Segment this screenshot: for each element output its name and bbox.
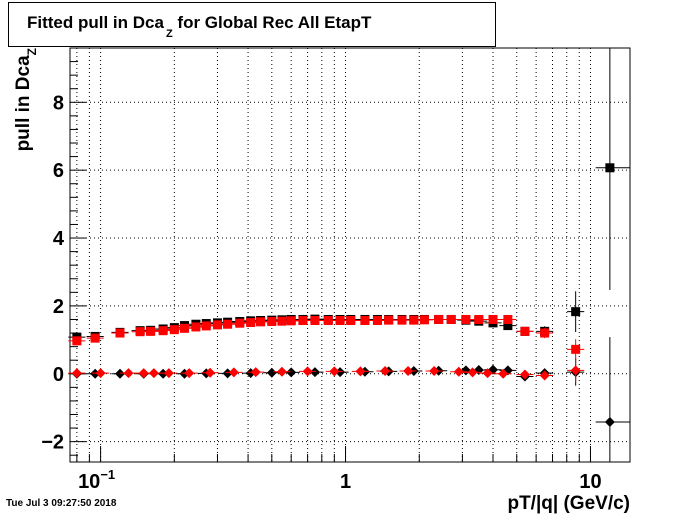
data-point-diamond bbox=[329, 366, 340, 377]
data-point-square bbox=[419, 315, 429, 325]
data-point-square bbox=[605, 163, 615, 173]
data-point-square bbox=[461, 314, 471, 324]
data-point-square bbox=[267, 317, 277, 327]
chart-title-box: Fitted pull in DcaZ for Global Rec All E… bbox=[8, 2, 496, 47]
data-point-diamond bbox=[184, 368, 195, 379]
data-point-square bbox=[135, 327, 145, 337]
data-point-diamond bbox=[148, 368, 159, 379]
data-point-square bbox=[384, 315, 394, 325]
data-point-square bbox=[503, 314, 513, 324]
chart-title: Fitted pull in DcaZ for Global Rec All E… bbox=[27, 13, 372, 40]
data-point-square bbox=[191, 322, 201, 332]
data-point-diamond bbox=[222, 368, 233, 379]
data-point-diamond bbox=[429, 366, 440, 377]
data-point-square bbox=[571, 307, 581, 317]
data-point-diamond bbox=[355, 366, 366, 377]
data-point-diamond bbox=[380, 366, 391, 377]
data-point-square bbox=[446, 314, 456, 324]
chart-title-rest: for Global Rec All EtapT bbox=[172, 13, 372, 32]
data-point-square bbox=[520, 326, 530, 336]
data-point-square bbox=[286, 316, 296, 326]
data-point-diamond bbox=[123, 368, 134, 379]
data-point-diamond bbox=[467, 367, 478, 378]
y-axis-title: pull in DcaZ bbox=[13, 48, 39, 151]
data-point-square bbox=[540, 328, 550, 338]
data-point-square bbox=[146, 326, 156, 336]
data-point-diamond bbox=[604, 416, 615, 427]
data-point-square bbox=[212, 320, 222, 330]
data-point-square bbox=[158, 326, 168, 336]
data-point-diamond bbox=[570, 365, 581, 376]
data-point-square bbox=[90, 333, 100, 343]
data-point-diamond bbox=[114, 368, 125, 379]
y-tick-label: 4 bbox=[53, 228, 65, 250]
data-point-square bbox=[246, 318, 256, 328]
data-point-square bbox=[346, 315, 356, 325]
data-point-square bbox=[223, 319, 233, 329]
chart-title-main: Fitted pull in Dca bbox=[27, 13, 164, 32]
y-tick-label: 0 bbox=[53, 364, 64, 386]
data-point-square bbox=[310, 315, 320, 325]
data-point-diamond bbox=[138, 368, 149, 379]
data-point-diamond bbox=[95, 368, 106, 379]
data-point-diamond bbox=[286, 367, 297, 378]
data-point-diamond bbox=[71, 368, 82, 379]
data-point-square bbox=[72, 336, 82, 346]
x-axis-title: pT/|q| (GeV/c) bbox=[507, 493, 630, 514]
data-point-diamond bbox=[403, 366, 414, 377]
data-point-diamond bbox=[250, 367, 261, 378]
data-point-diamond bbox=[539, 370, 550, 381]
x-tick-label: 10−1 bbox=[78, 467, 115, 493]
y-tick-label: 8 bbox=[53, 92, 64, 114]
data-point-square bbox=[277, 316, 287, 326]
data-point-square bbox=[409, 315, 419, 325]
data-point-diamond bbox=[276, 366, 287, 377]
y-tick-label: 2 bbox=[53, 296, 64, 318]
y-tick-label: 6 bbox=[53, 160, 64, 182]
data-point-diamond bbox=[482, 368, 493, 379]
data-point-diamond bbox=[519, 369, 530, 380]
data-point-square bbox=[201, 321, 211, 331]
data-point-square bbox=[235, 318, 245, 328]
data-point-diamond bbox=[205, 367, 216, 378]
chart-title-subscript: Z bbox=[165, 28, 173, 40]
data-point-square bbox=[434, 314, 444, 324]
timestamp: Tue Jul 3 09:27:50 2018 bbox=[6, 498, 117, 509]
data-point-diamond bbox=[453, 366, 464, 377]
data-point-square bbox=[179, 323, 189, 333]
data-point-diamond bbox=[158, 368, 169, 379]
data-point-square bbox=[335, 315, 345, 325]
data-point-square bbox=[256, 317, 266, 327]
data-point-square bbox=[372, 315, 382, 325]
data-point-square bbox=[298, 315, 308, 325]
data-point-diamond bbox=[335, 367, 346, 378]
x-tick-label: 1 bbox=[340, 471, 351, 493]
data-point-square bbox=[397, 315, 407, 325]
data-point-square bbox=[488, 314, 498, 324]
y-tick-label: −2 bbox=[41, 432, 64, 454]
data-point-diamond bbox=[163, 368, 174, 379]
data-point-square bbox=[323, 315, 333, 325]
data-point-diamond bbox=[498, 368, 509, 379]
data-point-diamond bbox=[302, 366, 313, 377]
data-point-diamond bbox=[309, 367, 320, 378]
data-point-square bbox=[360, 315, 370, 325]
data-point-square bbox=[115, 328, 125, 338]
data-point-square bbox=[503, 321, 513, 331]
data-point-square bbox=[474, 314, 484, 324]
data-point-diamond bbox=[266, 367, 277, 378]
data-point-square bbox=[169, 325, 179, 335]
data-point-square bbox=[571, 344, 581, 354]
data-point-diamond bbox=[228, 367, 239, 378]
x-tick-label: 10 bbox=[579, 471, 601, 493]
plot-frame bbox=[69, 47, 631, 463]
